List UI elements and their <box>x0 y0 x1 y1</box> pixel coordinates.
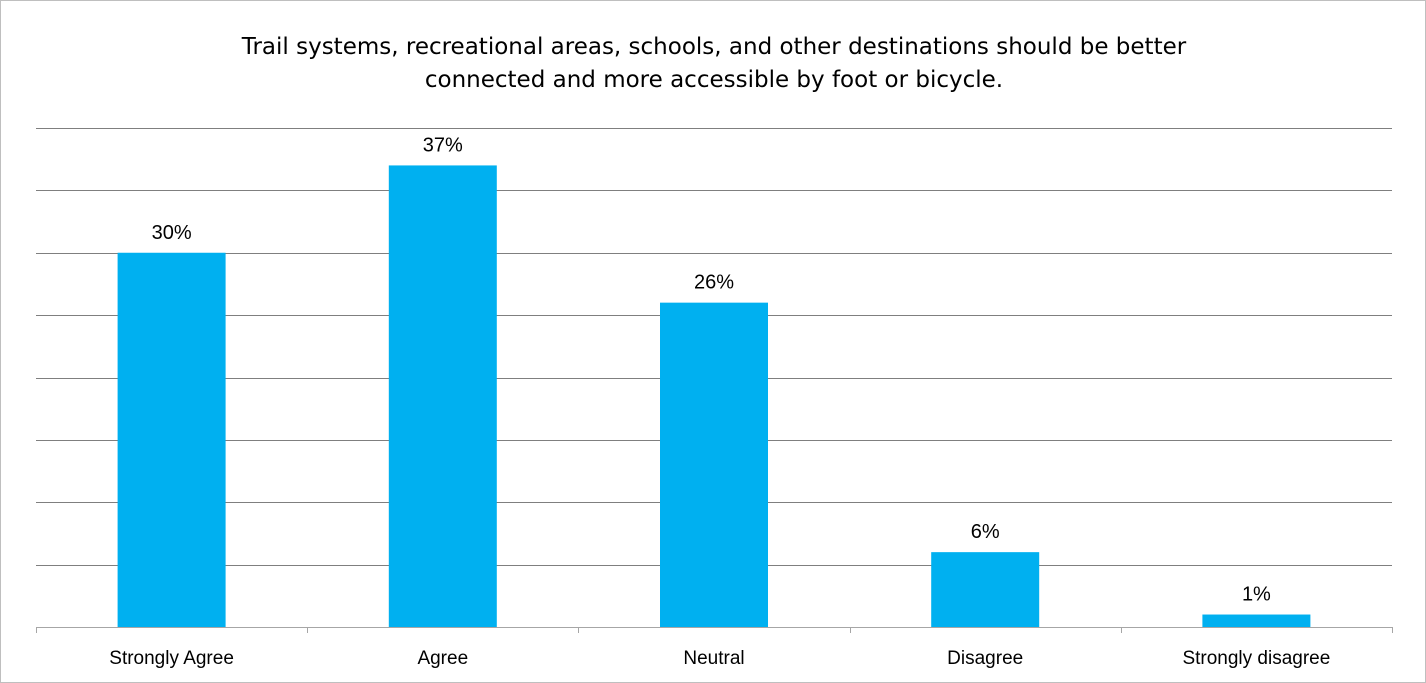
x-tick-label: Strongly disagree <box>1182 648 1330 669</box>
bar-strongly-disagree <box>1202 614 1311 627</box>
bar-strongly-agree <box>117 252 226 627</box>
bar-agree <box>388 165 497 628</box>
data-label: 37% <box>423 134 463 156</box>
bar-disagree <box>931 552 1040 627</box>
bar-neutral <box>660 302 768 627</box>
x-tick-label: Strongly Agree <box>109 648 234 669</box>
data-label: 1% <box>1242 584 1271 606</box>
x-tick-label: Agree <box>417 648 468 669</box>
x-tick-label: Disagree <box>947 648 1023 669</box>
data-label: 26% <box>694 272 734 294</box>
chart-title: Trail systems, recreational areas, schoo… <box>61 31 1367 97</box>
chart-title-line-1: Trail systems, recreational areas, schoo… <box>241 34 1187 60</box>
data-label: 6% <box>971 521 1000 543</box>
x-tick-label: Neutral <box>683 648 744 669</box>
chart-title-line-2: connected and more accessible by foot or… <box>424 67 1004 93</box>
data-label: 30% <box>152 222 192 244</box>
